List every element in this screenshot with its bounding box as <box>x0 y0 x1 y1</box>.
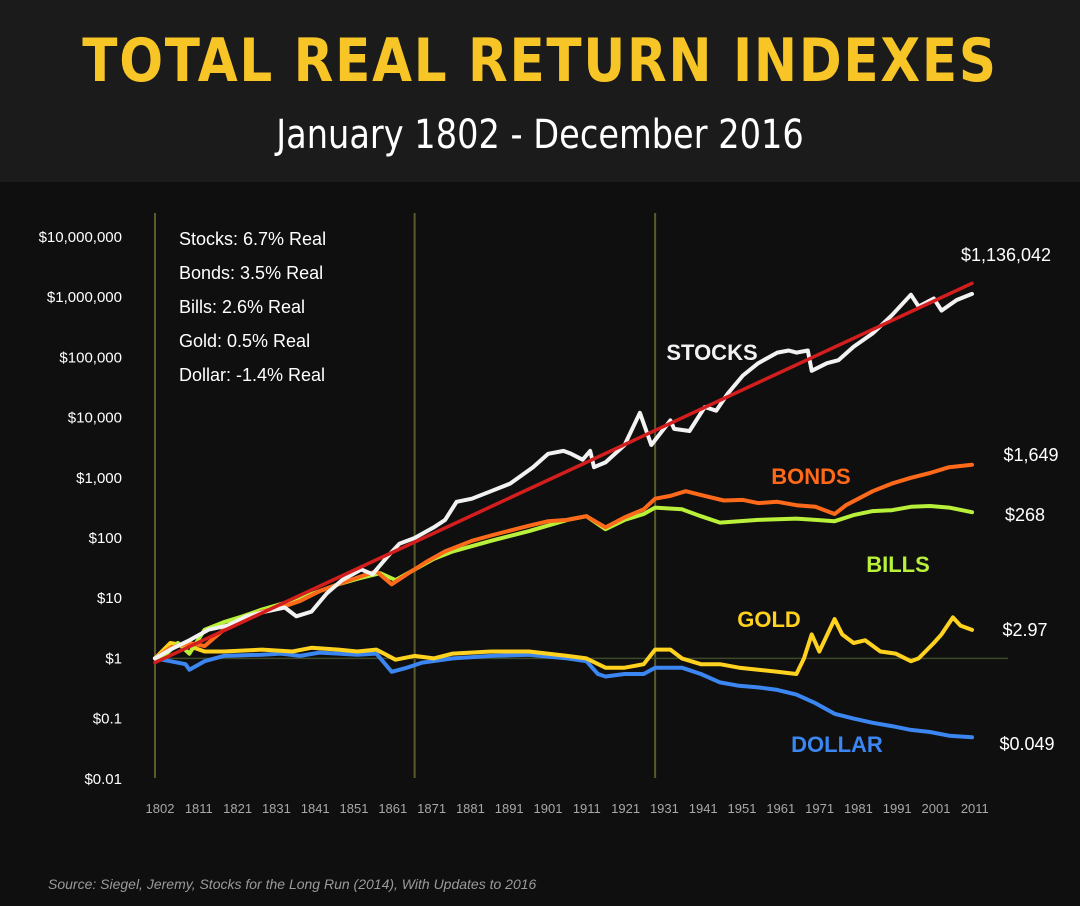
header: TOTAL REAL RETURN INDEXES January 1802 -… <box>0 0 1080 182</box>
legend-line: Dollar: -1.4% Real <box>179 365 325 385</box>
x-tick-label: 1921 <box>611 801 640 816</box>
x-tick-label: 1991 <box>883 801 912 816</box>
x-tick-label: 1851 <box>340 801 369 816</box>
x-tick-label: 2001 <box>922 801 951 816</box>
x-tick-label: 2011 <box>961 801 989 816</box>
series-line-gold <box>153 615 974 676</box>
x-tick-label: 1811 <box>185 801 213 816</box>
x-tick-label: 1951 <box>728 801 757 816</box>
y-tick-label: $0.1 <box>93 711 122 728</box>
end-value-label-stocks: $1,136,042 <box>961 245 1051 265</box>
end-value-label-bonds: $1,649 <box>1003 445 1058 465</box>
x-tick-label: 1961 <box>766 801 795 816</box>
y-tick-label: $1,000 <box>76 470 122 487</box>
y-tick-label: $10 <box>97 590 122 607</box>
x-tick-label: 1891 <box>495 801 524 816</box>
x-tick-label: 1802 <box>146 801 175 816</box>
series-label-bonds: BONDS <box>771 464 850 489</box>
x-tick-label: 1911 <box>573 801 601 816</box>
y-tick-label: $1 <box>105 650 122 667</box>
legend-line: Bonds: 3.5% Real <box>179 263 323 283</box>
series-label-bills: BILLS <box>866 552 930 577</box>
x-tick-label: 1831 <box>262 801 291 816</box>
x-tick-label: 1871 <box>417 801 446 816</box>
chart-background <box>0 182 1080 906</box>
end-value-label-dollar: $0.049 <box>999 734 1054 754</box>
real-return-chart: $10,000,000 $1,000,000 $100,000 $10,000 $1,0… <box>0 182 1080 906</box>
y-tick-label: $100,000 <box>59 349 122 366</box>
page-title: TOTAL REAL RETURN INDEXES <box>82 26 998 96</box>
x-tick-label: 1971 <box>805 801 834 816</box>
y-tick-label: $10,000 <box>68 410 122 427</box>
x-tick-label: 1841 <box>301 801 330 816</box>
y-tick-label: $100 <box>89 530 122 547</box>
series-label-stocks: STOCKS <box>666 340 757 365</box>
end-value-label-gold: $2.97 <box>1002 620 1047 640</box>
end-value-label-bills: $268 <box>1005 505 1045 525</box>
x-tick-label: 1981 <box>844 801 873 816</box>
page-subtitle: January 1802 - December 2016 <box>276 112 804 158</box>
legend-line: Stocks: 6.7% Real <box>179 229 326 249</box>
x-tick-label: 1941 <box>689 801 718 816</box>
y-tick-label: $0.01 <box>84 771 122 788</box>
x-tick-label: 1821 <box>223 801 252 816</box>
series-line-dollar <box>153 650 974 740</box>
x-tick-label: 1861 <box>378 801 407 816</box>
y-tick-label: $1,000,000 <box>47 289 122 306</box>
series-label-gold: GOLD <box>737 607 801 632</box>
source-note: Source: Siegel, Jeremy, Stocks for the L… <box>48 876 537 892</box>
x-tick-label: 1931 <box>650 801 679 816</box>
legend-line: Bills: 2.6% Real <box>179 297 305 317</box>
legend-line: Gold: 0.5% Real <box>179 331 310 351</box>
x-tick-label: 1881 <box>456 801 485 816</box>
y-tick-label: $10,000,000 <box>39 229 122 246</box>
trend-line <box>153 281 974 665</box>
x-tick-label: 1901 <box>534 801 563 816</box>
series-label-dollar: DOLLAR <box>791 732 883 757</box>
